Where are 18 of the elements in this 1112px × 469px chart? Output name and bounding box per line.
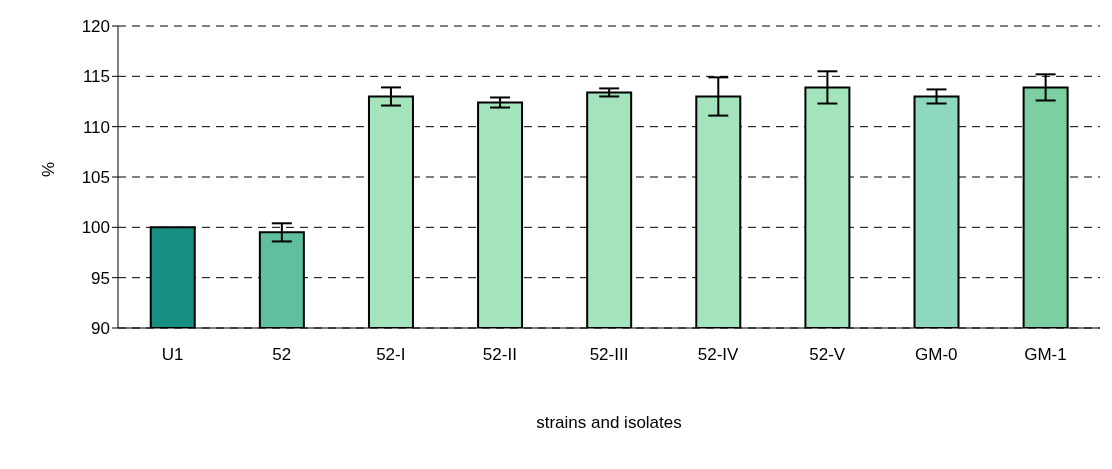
x-tick-label: 52-II bbox=[482, 345, 517, 365]
y-tick-label: 90 bbox=[91, 319, 110, 339]
x-tick-label: U1 bbox=[161, 345, 184, 365]
y-tick-label: 105 bbox=[81, 168, 110, 188]
y-tick-label: 110 bbox=[82, 117, 110, 137]
x-tick-label: 52-III bbox=[589, 345, 629, 365]
x-tick-label: GM-1 bbox=[1024, 345, 1067, 365]
x-tick-label: 52-I bbox=[376, 345, 406, 365]
x-tick-label: 52 bbox=[272, 345, 292, 365]
x-axis-title: strains and isolates bbox=[536, 413, 682, 432]
y-tick-label: 95 bbox=[91, 268, 110, 288]
y-tick-label: 120 bbox=[81, 17, 110, 37]
y-tick-label: 115 bbox=[82, 67, 110, 87]
x-tick-label: 52-IV bbox=[697, 345, 740, 365]
y-tick-label: 100 bbox=[81, 218, 110, 238]
y-axis-title: % bbox=[39, 161, 59, 177]
x-tick-label: GM-0 bbox=[915, 345, 958, 365]
x-tick-label: 52-V bbox=[809, 345, 846, 365]
